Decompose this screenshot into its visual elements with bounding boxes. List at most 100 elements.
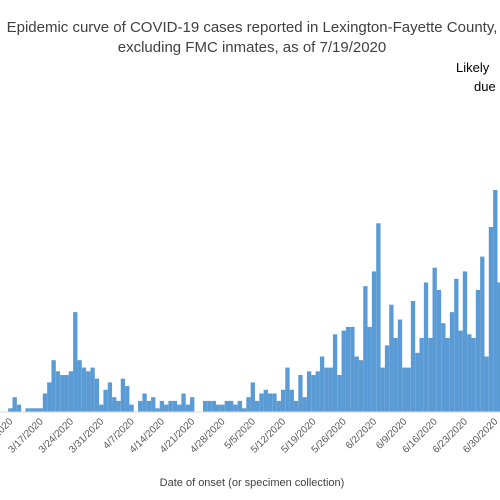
bar — [16, 404, 22, 412]
bar — [311, 375, 316, 412]
bar — [484, 356, 489, 412]
bar — [324, 367, 329, 412]
bar — [445, 338, 450, 412]
bar — [25, 408, 30, 412]
bar — [376, 223, 381, 412]
bar — [267, 393, 273, 412]
bar — [81, 367, 87, 412]
bar — [306, 371, 312, 412]
bar — [402, 367, 407, 412]
bar — [42, 393, 48, 412]
bar — [363, 286, 368, 412]
bar — [181, 393, 186, 412]
bar — [337, 375, 342, 412]
bar — [159, 400, 165, 412]
bar — [94, 378, 100, 412]
bar — [415, 352, 420, 412]
bar — [328, 367, 333, 412]
bar — [129, 404, 134, 412]
bar — [298, 375, 303, 412]
bar — [293, 400, 299, 412]
bar — [285, 367, 290, 412]
bar — [86, 371, 91, 412]
annotation: Likely — [456, 60, 490, 75]
bar — [90, 367, 95, 412]
bar — [172, 400, 178, 412]
bar — [29, 408, 35, 412]
bar — [272, 393, 277, 412]
bar — [211, 400, 217, 412]
bar — [168, 400, 173, 412]
bar — [55, 371, 61, 412]
bar — [467, 334, 472, 412]
bar — [146, 400, 152, 412]
bar — [371, 271, 377, 412]
x-axis-title: Date of onset (or specimen collection) — [160, 477, 345, 489]
bar — [233, 404, 238, 412]
bar — [237, 400, 242, 412]
bar — [64, 375, 69, 412]
bar — [319, 356, 325, 412]
bar — [341, 330, 346, 412]
bar — [302, 397, 307, 412]
bar — [228, 400, 234, 412]
bar — [315, 371, 320, 412]
bar — [103, 389, 108, 412]
bar — [47, 382, 52, 412]
bar — [350, 326, 355, 412]
bar — [454, 278, 459, 412]
x-tick-label: 6/2/2020 — [344, 416, 380, 452]
bar — [112, 397, 117, 412]
bar — [475, 289, 481, 412]
bar — [389, 304, 394, 412]
bar — [116, 400, 121, 412]
bar — [164, 404, 169, 412]
bar — [406, 367, 411, 412]
bar — [185, 404, 191, 412]
bar — [428, 338, 433, 412]
bar — [155, 408, 160, 412]
bar — [410, 301, 416, 412]
bar — [34, 408, 39, 412]
bar — [51, 360, 56, 412]
bar — [263, 389, 268, 412]
bar — [138, 400, 143, 412]
bar — [259, 393, 264, 412]
bar — [38, 408, 43, 412]
bar — [458, 330, 463, 412]
bar — [250, 382, 255, 412]
bar — [73, 312, 78, 412]
bar — [462, 271, 468, 412]
chart-title: Epidemic curve of COVID-19 cases reporte… — [7, 19, 498, 36]
bar — [384, 345, 390, 412]
bar — [254, 400, 260, 412]
bar — [107, 382, 113, 412]
bar — [380, 367, 385, 412]
bar — [207, 400, 212, 412]
bar — [8, 408, 13, 412]
bar — [358, 360, 364, 412]
bar — [99, 404, 104, 412]
bar — [241, 408, 247, 412]
bar — [432, 267, 437, 412]
bar — [151, 397, 156, 412]
bar — [276, 400, 281, 412]
bar — [216, 404, 221, 412]
bar — [224, 400, 229, 412]
bar — [419, 338, 424, 412]
bar — [289, 389, 294, 412]
bar — [203, 400, 208, 412]
bar — [12, 397, 17, 412]
bar — [397, 319, 403, 412]
bar — [68, 371, 74, 412]
bar — [77, 360, 82, 412]
chart-subtitle: excluding FMC inmates, as of 7/19/2020 — [118, 39, 386, 56]
bar — [142, 393, 147, 412]
bar — [354, 356, 359, 412]
bar — [393, 338, 398, 412]
bar — [332, 334, 338, 412]
bar — [345, 326, 351, 412]
bar — [497, 282, 500, 412]
